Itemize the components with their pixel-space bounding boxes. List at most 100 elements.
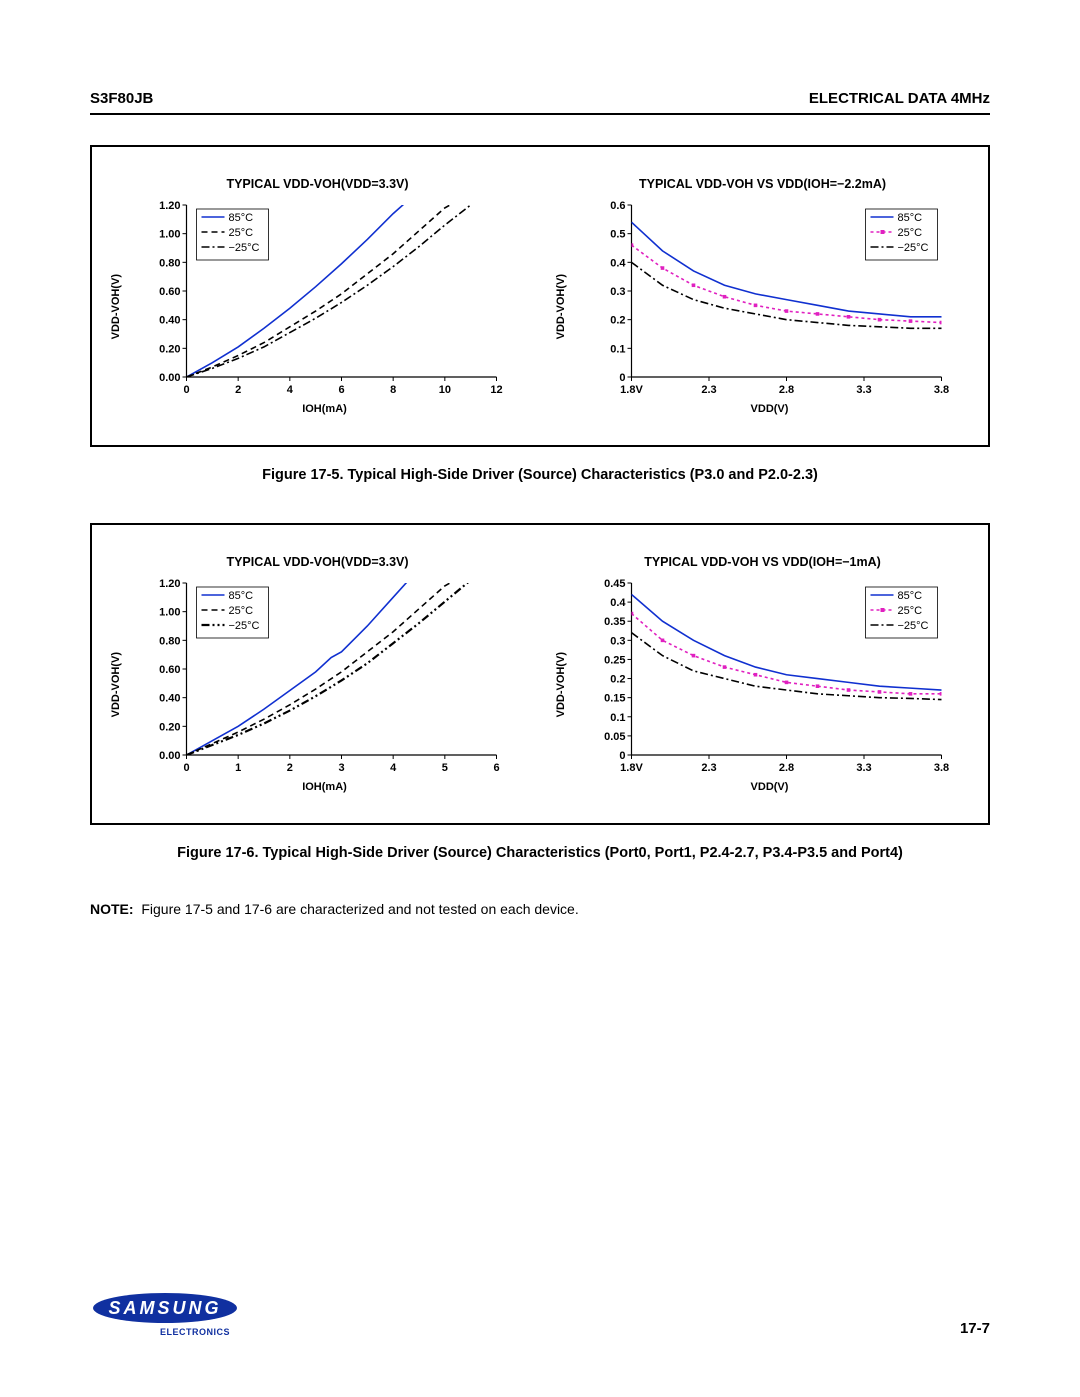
svg-text:0: 0 bbox=[619, 372, 625, 384]
svg-text:0.3: 0.3 bbox=[610, 286, 625, 298]
svg-text:0.2: 0.2 bbox=[610, 315, 625, 327]
svg-text:0.80: 0.80 bbox=[159, 257, 180, 269]
svg-text:25°C: 25°C bbox=[229, 227, 254, 239]
svg-text:4: 4 bbox=[287, 384, 294, 396]
svg-text:−25°C: −25°C bbox=[898, 620, 929, 632]
svg-text:5: 5 bbox=[442, 762, 448, 774]
svg-text:25°C: 25°C bbox=[898, 605, 923, 617]
svg-text:0.05: 0.05 bbox=[604, 731, 625, 743]
svg-text:1.8V: 1.8V bbox=[620, 762, 643, 774]
svg-text:6: 6 bbox=[493, 762, 499, 774]
svg-text:85°C: 85°C bbox=[229, 212, 254, 224]
svg-text:0: 0 bbox=[619, 750, 625, 762]
svg-text:1.20: 1.20 bbox=[159, 578, 180, 590]
svg-text:1.00: 1.00 bbox=[159, 607, 180, 619]
svg-text:1.20: 1.20 bbox=[159, 200, 180, 212]
note-label: NOTE: bbox=[90, 901, 134, 917]
svg-text:0.4: 0.4 bbox=[610, 257, 626, 269]
svg-text:25°C: 25°C bbox=[229, 605, 254, 617]
svg-text:0.4: 0.4 bbox=[610, 597, 626, 609]
svg-text:10: 10 bbox=[439, 384, 451, 396]
fig5-right-xlabel: VDD(V) bbox=[569, 403, 970, 415]
svg-text:0.00: 0.00 bbox=[159, 750, 180, 762]
svg-text:0.45: 0.45 bbox=[604, 578, 625, 590]
svg-text:12: 12 bbox=[490, 384, 502, 396]
svg-text:0.80: 0.80 bbox=[159, 635, 180, 647]
svg-text:2.8: 2.8 bbox=[779, 762, 794, 774]
svg-text:0.40: 0.40 bbox=[159, 693, 180, 705]
svg-text:3.8: 3.8 bbox=[934, 762, 949, 774]
fig5-right-chart: TYPICAL VDD-VOH VS VDD(IOH=−2.2mA) VDD-V… bbox=[555, 177, 970, 415]
svg-text:0.60: 0.60 bbox=[159, 664, 180, 676]
fig5-right-plot: 00.10.20.30.40.50.61.8V2.32.83.33.885°C2… bbox=[569, 199, 970, 399]
fig6-right-xlabel: VDD(V) bbox=[569, 781, 970, 793]
fig6-right-chart: TYPICAL VDD-VOH VS VDD(IOH=−1mA) VDD-VOH… bbox=[555, 555, 970, 793]
svg-text:85°C: 85°C bbox=[229, 590, 254, 602]
svg-text:0.15: 0.15 bbox=[604, 693, 625, 705]
note-text: Figure 17-5 and 17-6 are characterized a… bbox=[141, 901, 578, 917]
svg-text:1.00: 1.00 bbox=[159, 229, 180, 241]
fig5-left-chart: TYPICAL VDD-VOH(VDD=3.3V) VDD-VOH(V) 0.0… bbox=[110, 177, 525, 415]
svg-text:0.6: 0.6 bbox=[610, 200, 625, 212]
svg-text:0.1: 0.1 bbox=[610, 712, 625, 724]
page-footer: SAMSUNG ELECTRONICS 17-7 bbox=[90, 1291, 990, 1337]
svg-text:2: 2 bbox=[235, 384, 241, 396]
svg-text:25°C: 25°C bbox=[898, 227, 923, 239]
svg-text:−25°C: −25°C bbox=[898, 242, 929, 254]
svg-text:0.35: 0.35 bbox=[604, 616, 625, 628]
svg-text:−25°C: −25°C bbox=[229, 620, 260, 632]
svg-text:3.8: 3.8 bbox=[934, 384, 949, 396]
svg-text:0.25: 0.25 bbox=[604, 654, 625, 666]
svg-text:2: 2 bbox=[287, 762, 293, 774]
fig5-right-ylabel: VDD-VOH(V) bbox=[555, 274, 567, 339]
note-line: NOTE: Figure 17-5 and 17-6 are character… bbox=[90, 901, 990, 917]
svg-text:85°C: 85°C bbox=[898, 212, 923, 224]
fig6-left-chart: TYPICAL VDD-VOH(VDD=3.3V) VDD-VOH(V) 0.0… bbox=[110, 555, 525, 793]
fig5-left-title: TYPICAL VDD-VOH(VDD=3.3V) bbox=[110, 177, 525, 191]
figure-17-6-caption: Figure 17-6. Typical High-Side Driver (S… bbox=[90, 845, 990, 861]
fig6-right-plot: 0 0.05 0.1 0.15 0.2 0.25 0.3 0.35 0.4 0.45 1.8V 2.3… bbox=[569, 577, 970, 777]
svg-text:4: 4 bbox=[390, 762, 397, 774]
svg-text:2.3: 2.3 bbox=[701, 762, 716, 774]
fig5-left-ylabel: VDD-VOH(V) bbox=[110, 274, 122, 339]
svg-text:0.20: 0.20 bbox=[159, 343, 180, 355]
page-header: S3F80JB ELECTRICAL DATA 4MHz bbox=[90, 90, 990, 115]
samsung-logo-icon: SAMSUNG bbox=[90, 1291, 240, 1325]
fig6-left-plot: 0.00 0.20 0.40 0.60 0.80 1.00 1.20 0 1 2 3 4 5 6 85°C 2… bbox=[124, 577, 525, 777]
svg-text:8: 8 bbox=[390, 384, 396, 396]
svg-text:0.20: 0.20 bbox=[159, 721, 180, 733]
svg-text:0: 0 bbox=[183, 384, 189, 396]
svg-text:2.8: 2.8 bbox=[779, 384, 794, 396]
figure-17-6-frame: TYPICAL VDD-VOH(VDD=3.3V) VDD-VOH(V) 0.0… bbox=[90, 523, 990, 825]
svg-text:2.3: 2.3 bbox=[701, 384, 716, 396]
fig5-left-plot: 0.00 0.20 0.40 0.60 0.80 1.00 1.20 0 2 4 6 8 10 12 85°… bbox=[124, 199, 525, 399]
figure-17-5-frame: TYPICAL VDD-VOH(VDD=3.3V) VDD-VOH(V) 0.0… bbox=[90, 145, 990, 447]
svg-text:0.60: 0.60 bbox=[159, 286, 180, 298]
svg-text:0.5: 0.5 bbox=[610, 229, 625, 241]
svg-text:3: 3 bbox=[338, 762, 344, 774]
fig6-left-ylabel: VDD-VOH(V) bbox=[110, 652, 122, 717]
svg-text:0.00: 0.00 bbox=[159, 372, 180, 384]
svg-text:0.2: 0.2 bbox=[610, 674, 625, 686]
fig5-left-xlabel: IOH(mA) bbox=[124, 403, 525, 415]
svg-text:6: 6 bbox=[338, 384, 344, 396]
svg-text:1.8V: 1.8V bbox=[620, 384, 643, 396]
page-number: 17-7 bbox=[960, 1320, 990, 1337]
fig5-right-title: TYPICAL VDD-VOH VS VDD(IOH=−2.2mA) bbox=[555, 177, 970, 191]
header-right: ELECTRICAL DATA 4MHz bbox=[809, 90, 990, 107]
svg-text:3.3: 3.3 bbox=[856, 762, 871, 774]
svg-text:0: 0 bbox=[183, 762, 189, 774]
svg-text:85°C: 85°C bbox=[898, 590, 923, 602]
header-left: S3F80JB bbox=[90, 90, 153, 107]
fig6-left-xlabel: IOH(mA) bbox=[124, 781, 525, 793]
svg-text:0.1: 0.1 bbox=[610, 343, 625, 355]
svg-text:1: 1 bbox=[235, 762, 241, 774]
fig6-right-ylabel: VDD-VOH(V) bbox=[555, 652, 567, 717]
svg-text:−25°C: −25°C bbox=[229, 242, 260, 254]
svg-text:0.40: 0.40 bbox=[159, 315, 180, 327]
electronics-label: ELECTRONICS bbox=[160, 1327, 240, 1337]
figure-17-5-caption: Figure 17-5. Typical High-Side Driver (S… bbox=[90, 467, 990, 483]
svg-text:SAMSUNG: SAMSUNG bbox=[108, 1298, 221, 1318]
svg-text:0.3: 0.3 bbox=[610, 635, 625, 647]
samsung-logo-block: SAMSUNG ELECTRONICS bbox=[90, 1291, 240, 1337]
